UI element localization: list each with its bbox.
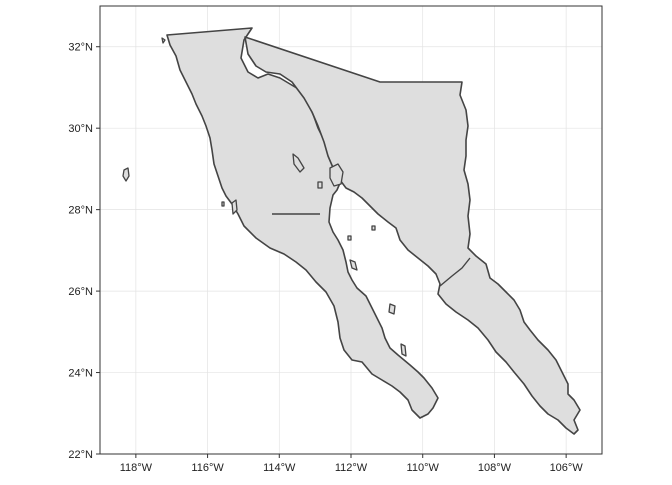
x-tick-label: 118°W [120, 462, 153, 474]
island-guadalupe [122, 167, 130, 182]
island-small-5 [221, 201, 225, 207]
y-tick-label: 28°N [68, 205, 93, 217]
x-axis: 118°W 116°W 114°W 112°W 110°W 108°W 106°W [120, 454, 584, 474]
island-small-6 [161, 37, 166, 44]
island-cedros [231, 199, 238, 215]
y-axis: 22°N 24°N 26°N 28°N 30°N 32°N [68, 42, 100, 461]
x-tick-label: 112°W [335, 462, 368, 474]
state-border-mainland [439, 257, 471, 287]
y-tick-label: 32°N [68, 42, 93, 54]
island-cerralvo [400, 343, 407, 357]
y-tick-label: 30°N [68, 123, 93, 135]
island-small-1 [347, 235, 352, 241]
x-tick-label: 116°W [191, 462, 224, 474]
x-tick-label: 108°W [478, 462, 512, 474]
x-tick-label: 106°W [550, 462, 584, 474]
y-tick-label: 24°N [68, 368, 93, 380]
land-layer [122, 27, 581, 435]
x-tick-label: 110°W [407, 462, 440, 474]
region-mainland [244, 36, 581, 435]
y-tick-label: 22°N [68, 449, 93, 461]
island-small-4 [371, 225, 376, 231]
island-tiburon [329, 163, 344, 187]
island-small-2 [349, 259, 358, 271]
island-san-esteban [317, 181, 323, 189]
y-tick-label: 26°N [68, 286, 93, 298]
island-small-3 [388, 303, 396, 315]
x-tick-label: 114°W [263, 462, 296, 474]
island-angel-guarda [292, 153, 305, 173]
